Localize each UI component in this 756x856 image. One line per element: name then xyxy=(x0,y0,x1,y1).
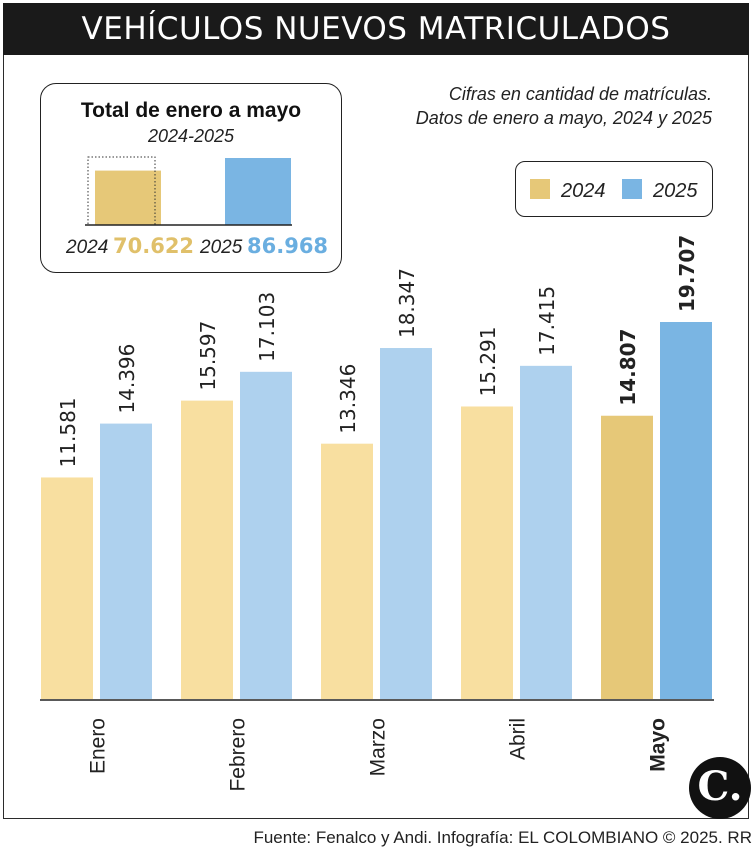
legend-swatch-2025 xyxy=(622,179,642,199)
data-label-abril-2024: 15.291 xyxy=(476,326,500,396)
legend-box xyxy=(515,161,713,217)
data-label-febrero-2024: 15.597 xyxy=(196,321,220,391)
source-footer: Fuente: Fenalco y Andi. Infografía: EL C… xyxy=(253,828,752,847)
legend-label-2024: 2024 xyxy=(560,180,606,202)
bar-febrero-2024 xyxy=(181,400,233,699)
data-label-marzo-2025: 18.347 xyxy=(395,268,419,338)
bar-enero-2025 xyxy=(100,423,152,699)
note-line-1: Cifras en cantidad de matrículas. xyxy=(448,84,712,104)
bar-abril-2025 xyxy=(520,365,572,699)
bar-enero-2024 xyxy=(41,477,93,699)
totals-subtitle: 2024-2025 xyxy=(147,126,235,146)
data-label-mayo-2025: 19.707 xyxy=(675,235,699,312)
x-tick-label-mayo: Mayo xyxy=(647,718,670,772)
x-tick-label-enero: Enero xyxy=(87,718,110,774)
totals-year-2025: 2025 xyxy=(199,237,243,258)
bar-abril-2024 xyxy=(461,406,513,699)
data-label-enero-2025: 14.396 xyxy=(115,344,139,414)
data-label-febrero-2025: 17.103 xyxy=(255,292,279,362)
data-label-enero-2024: 11.581 xyxy=(56,397,80,467)
totals-value-2024: 70.622 xyxy=(113,234,194,258)
data-label-abril-2025: 17.415 xyxy=(535,286,559,356)
legend-swatch-2024 xyxy=(530,179,550,199)
note-line-2: Datos de enero a mayo, 2024 y 2025 xyxy=(415,108,712,128)
bar-mayo-2024 xyxy=(601,415,653,699)
chart-note: Cifras en cantidad de matrículas. Datos … xyxy=(352,82,712,130)
totals-title: Total de enero a mayo xyxy=(81,99,301,122)
page-title: VEHÍCULOS NUEVOS MATRICULADOS xyxy=(3,3,749,55)
totals-year-2024: 2024 xyxy=(65,237,108,258)
totals-box xyxy=(40,83,342,273)
x-tick-label-abril: Abril xyxy=(507,718,530,760)
x-tick-label-febrero: Febrero xyxy=(227,718,250,792)
bar-marzo-2025 xyxy=(380,348,432,699)
x-tick-label-marzo: Marzo xyxy=(367,718,390,776)
totals-bar-2024 xyxy=(95,170,161,225)
data-label-marzo-2024: 13.346 xyxy=(336,364,360,434)
bar-marzo-2024 xyxy=(321,443,373,699)
totals-value-2025: 86.968 xyxy=(247,234,328,258)
totals-bar-2025 xyxy=(225,158,291,225)
bar-febrero-2025 xyxy=(240,371,292,699)
legend-label-2025: 2025 xyxy=(652,180,698,202)
data-label-mayo-2024: 14.807 xyxy=(616,329,640,406)
el-colombiano-logo: C. xyxy=(689,757,751,819)
bar-mayo-2025 xyxy=(660,322,712,699)
